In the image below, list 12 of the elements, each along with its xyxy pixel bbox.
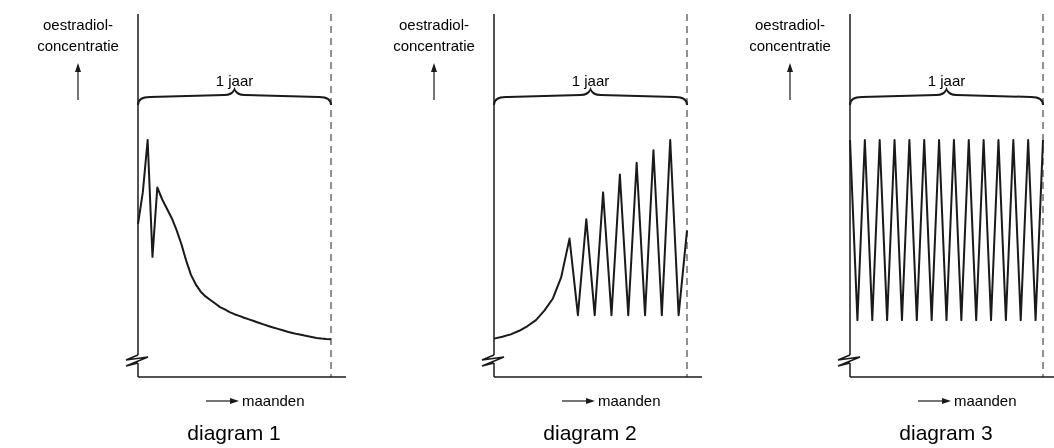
x-axis-title: maanden [598, 392, 661, 409]
y-axis-title: oestradiol-concentratie [37, 16, 119, 54]
text: diagram 2 [543, 421, 637, 444]
text: 1 jaar [927, 72, 966, 89]
text: 1 jaar [215, 72, 254, 89]
y-axis-title: oestradiol-concentratie [749, 16, 831, 54]
text: diagram 1 [187, 421, 281, 444]
text: diagram 3 [899, 421, 993, 444]
x-axis-title: maanden [954, 392, 1017, 409]
text: 1 jaar [571, 72, 610, 89]
y-axis-title: oestradiol-concentratie [393, 16, 475, 54]
x-axis-title: maanden [242, 392, 305, 409]
